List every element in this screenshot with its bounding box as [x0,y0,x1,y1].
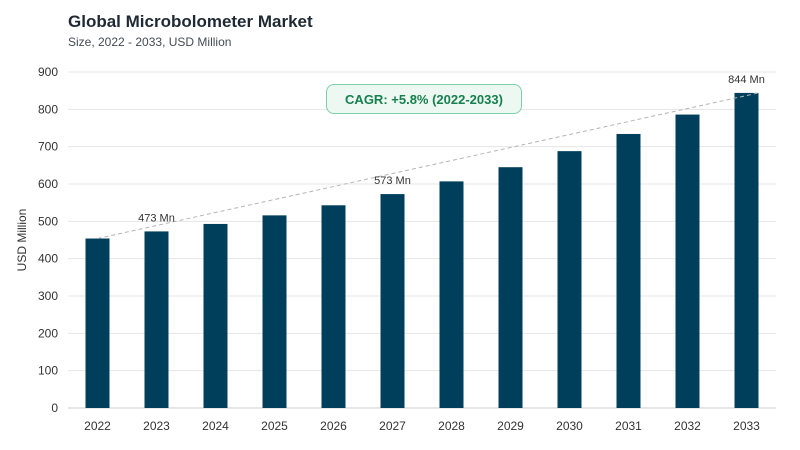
y-tick-label: 400 [38,252,58,266]
x-tick-label: 2022 [84,419,111,433]
y-tick-label: 700 [38,140,58,154]
y-axis-label: USD Million [15,209,29,272]
x-tick-label: 2024 [202,419,229,433]
bar-2025 [262,215,287,408]
x-tick-label: 2028 [438,419,465,433]
y-tick-label: 100 [38,364,58,378]
x-tick-label: 2023 [143,419,170,433]
bar-2030 [557,151,582,408]
bar-2031 [616,133,641,408]
y-tick-label: 300 [38,289,58,303]
y-tick-label: 500 [38,214,58,228]
cagr-badge: CAGR: +5.8% (2022-2033) [326,84,522,114]
bar-2029 [498,167,523,408]
data-label-2023: 473 Mn [138,212,175,224]
x-tick-label: 2026 [320,419,347,433]
x-tick-label: 2029 [497,419,524,433]
data-label-2027: 573 Mn [374,175,411,187]
bar-2023 [144,231,169,408]
data-label-2033: 844 Mn [728,74,765,86]
trend-line [97,92,759,239]
bar-2028 [439,181,464,408]
bar-2033 [734,92,759,408]
x-tick-label: 2031 [615,419,642,433]
x-tick-label: 2033 [733,419,760,433]
y-tick-label: 0 [51,401,58,415]
y-tick-label: 600 [38,177,58,191]
x-tick-label: 2030 [556,419,583,433]
bar-2022 [85,238,110,408]
y-tick-label: 900 [38,65,58,79]
y-tick-label: 800 [38,102,58,116]
chart-subtitle: Size, 2022 - 2033, USD Million [68,35,232,49]
x-tick-label: 2027 [379,419,406,433]
chart-title: Global Microbolometer Market [68,12,313,31]
bar-2032 [675,114,700,408]
bar-2024 [203,223,228,408]
bar-2027 [380,194,405,408]
x-tick-label: 2025 [261,419,288,433]
y-tick-label: 200 [38,326,58,340]
bar-2026 [321,205,346,408]
x-tick-label: 2032 [674,419,701,433]
